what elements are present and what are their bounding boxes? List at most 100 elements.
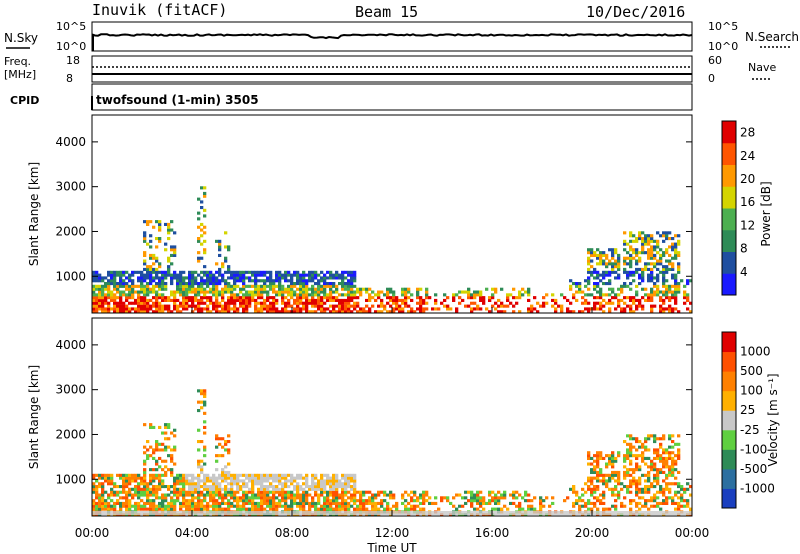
heatmap-cell [671, 262, 675, 266]
heatmap-cell [359, 307, 363, 311]
heatmap-cell [260, 301, 264, 305]
heatmap-cell [482, 507, 486, 511]
heatmap-cell [185, 499, 189, 503]
heatmap-cell [212, 282, 216, 286]
heatmap-cell [425, 290, 429, 294]
heatmap-cell [155, 462, 159, 466]
heatmap-cell [182, 476, 186, 480]
heatmap-cell [671, 307, 675, 311]
heatmap-cell [185, 301, 189, 305]
heatmap-cell [251, 482, 255, 486]
heatmap-cell [266, 284, 270, 288]
heatmap-cell [152, 253, 156, 257]
heatmap-cell [119, 496, 123, 500]
heatmap-cell [239, 270, 243, 274]
heatmap-cell [662, 479, 666, 483]
heatmap-cell [197, 298, 201, 302]
heatmap-cell [674, 276, 678, 280]
heatmap-cell [128, 487, 132, 491]
heatmap-cell [551, 501, 555, 505]
heatmap-cell [284, 473, 288, 477]
heatmap-cell [326, 482, 330, 486]
heatmap-cell [656, 284, 660, 288]
heatmap-cell [203, 265, 207, 269]
heatmap-cell [635, 468, 639, 472]
heatmap-cell [122, 273, 126, 277]
heatmap-cell [176, 499, 180, 503]
heatmap-cell [257, 490, 261, 494]
heatmap-cell [107, 279, 111, 283]
heatmap-cell [443, 304, 447, 308]
heatmap-cell [152, 287, 156, 291]
heatmap-cell [182, 293, 186, 297]
heatmap-cell [326, 479, 330, 483]
heatmap-cell [197, 487, 201, 491]
heatmap-cell [668, 231, 672, 235]
heatmap-cell [341, 307, 345, 311]
heatmap-cell [320, 296, 324, 300]
heatmap-cell [623, 307, 627, 311]
heatmap-cell [341, 273, 345, 277]
heatmap-cell [167, 310, 171, 314]
heatmap-cell [194, 298, 198, 302]
heatmap-cell [644, 462, 648, 466]
heatmap-cell [281, 490, 285, 494]
heatmap-cell [662, 448, 666, 452]
heatmap-cell [662, 276, 666, 280]
heatmap-cell [647, 473, 651, 477]
heatmap-cell [194, 476, 198, 480]
heatmap-cell [380, 501, 384, 505]
heatmap-cell [200, 465, 204, 469]
heatmap-cell [434, 301, 438, 305]
colorbar-segment [722, 351, 736, 372]
heatmap-cell [215, 276, 219, 280]
heatmap-cell [245, 304, 249, 308]
heatmap-cell [593, 504, 597, 508]
heatmap-cell [320, 270, 324, 274]
heatmap-cell [500, 301, 504, 305]
heatmap-cell [671, 465, 675, 469]
heatmap-cell [110, 479, 114, 483]
heatmap-cell [185, 290, 189, 294]
heatmap-cell [269, 273, 273, 277]
heatmap-cell [227, 448, 231, 452]
heatmap-cell [92, 487, 96, 491]
heatmap-cell [653, 253, 657, 257]
heatmap-cell [347, 287, 351, 291]
heatmap-cell [593, 253, 597, 257]
heatmap-cell [152, 456, 156, 460]
heatmap-cell [110, 290, 114, 294]
heatmap-cell [353, 476, 357, 480]
heatmap-cell [512, 490, 516, 494]
heatmap-cell [143, 307, 147, 311]
heatmap-cell [92, 290, 96, 294]
heatmap-cell [122, 479, 126, 483]
heatmap-cell [317, 507, 321, 511]
heatmap-cell [179, 273, 183, 277]
heatmap-cell [512, 304, 516, 308]
heatmap-cell [458, 301, 462, 305]
heatmap-cell [227, 301, 231, 305]
heatmap-cell [401, 501, 405, 505]
heatmap-cell [218, 239, 222, 243]
heatmap-cell [419, 507, 423, 511]
heatmap-cell [176, 496, 180, 500]
heatmap-cell [272, 296, 276, 300]
heatmap-cell [266, 276, 270, 280]
heatmap-cell [611, 301, 615, 305]
heatmap-cell [359, 507, 363, 511]
heatmap-cell [191, 279, 195, 283]
heatmap-cell [305, 298, 309, 302]
heatmap-cell [626, 490, 630, 494]
heatmap-cell [305, 473, 309, 477]
heatmap-cell [203, 248, 207, 252]
heatmap-cell [380, 290, 384, 294]
heatmap-cell [137, 476, 141, 480]
heatmap-cell [200, 290, 204, 294]
heatmap-cell [647, 273, 651, 277]
heatmap-cell [656, 290, 660, 294]
heatmap-cell [299, 473, 303, 477]
heatmap-cell [635, 298, 639, 302]
heatmap-cell [272, 279, 276, 283]
heatmap-cell [398, 310, 402, 314]
